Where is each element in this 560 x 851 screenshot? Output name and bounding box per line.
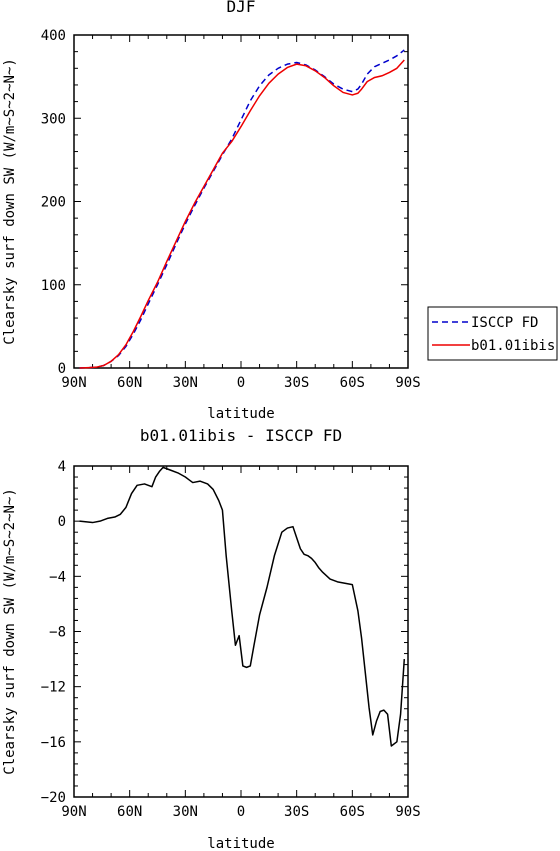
bottom-x-tick-label: 0: [237, 804, 245, 820]
bottom-y-tick-label: −4: [49, 569, 66, 585]
top-chart-title: DJF: [227, 0, 256, 16]
bottom-y-tick-label: 0: [58, 514, 66, 530]
top-x-tick-label: 30S: [284, 375, 309, 391]
bottom-plot-frame: [73, 465, 409, 798]
bottom-series-line-difference: [79, 466, 406, 747]
bottom-y-tick-label: −20: [41, 790, 66, 806]
bottom-y-tick-label: −12: [41, 680, 66, 696]
top-x-tick-label: 0: [237, 375, 245, 391]
bottom-y-tick-label: 4: [58, 459, 66, 475]
bottom-x-tick-label: 90S: [395, 804, 420, 820]
legend-label-isccp-fd: ISCCP FD: [471, 315, 538, 331]
legend-label-b01-01ibis: b01.01ibis: [471, 338, 555, 354]
bottom-x-tick-label: 90N: [61, 804, 86, 820]
top-series-line-isccp-fd: [79, 49, 405, 369]
top-x-tick-label: 90S: [395, 375, 420, 391]
bottom-x-tick-label: 60S: [340, 804, 365, 820]
top-x-axis-title: latitude: [207, 406, 274, 422]
bottom-panel: b01.01ibis - ISCCP FD 90N 60N 30N 0 30S 60S 90…: [2, 426, 421, 851]
top-y-tick-label: 400: [41, 28, 66, 44]
top-x-tick-label: 90N: [61, 375, 86, 391]
bottom-x-tick-label: 30N: [173, 804, 198, 820]
bottom-x-tick-label: 30S: [284, 804, 309, 820]
bottom-chart-title: b01.01ibis - ISCCP FD: [140, 426, 342, 445]
bottom-y-axis-title: Clearsky surf down SW (W/m~S~2~N~): [2, 488, 18, 775]
top-y-axis-title: Clearsky surf down SW (W/m~S~2~N~): [2, 58, 18, 345]
bottom-x-tick-label: 60N: [117, 804, 142, 820]
top-y-tick-label: 100: [41, 278, 66, 294]
top-plot-frame: [73, 34, 409, 369]
bottom-y-tick-label: −16: [41, 735, 66, 751]
top-panel: DJF 90N 60N 30N 0 30S 60S 90S 0 100 200 300 400 lat…: [2, 0, 421, 422]
legend: ISCCP FD b01.01ibis: [427, 306, 558, 361]
top-y-tick-label: 0: [58, 361, 66, 377]
top-y-tick-label: 300: [41, 111, 66, 127]
top-series-line-b01-01ibis: [79, 59, 405, 369]
legend-box: [427, 306, 558, 361]
bottom-y-tick-label: −8: [49, 625, 66, 641]
bottom-x-axis-title: latitude: [207, 836, 274, 851]
top-x-tick-label: 60N: [117, 375, 142, 391]
top-x-tick-label: 60S: [340, 375, 365, 391]
top-x-tick-label: 30N: [173, 375, 198, 391]
top-y-tick-label: 200: [41, 195, 66, 211]
